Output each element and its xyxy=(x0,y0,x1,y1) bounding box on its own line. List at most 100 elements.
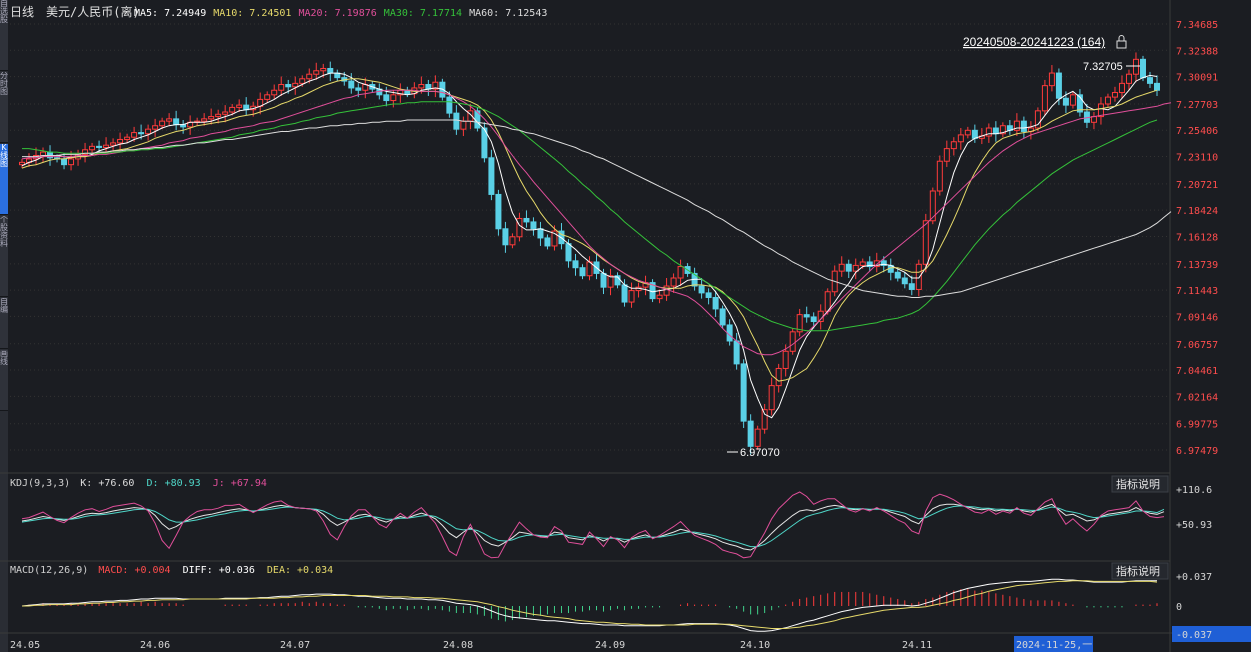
macd-help-label: 指标说明 xyxy=(1116,564,1160,578)
candle xyxy=(243,97,250,116)
candle xyxy=(1013,113,1020,137)
candle xyxy=(40,147,47,163)
price-tick: 7.34685 xyxy=(1176,20,1218,31)
ma-line-ma30 xyxy=(22,101,1158,332)
date-tick: 24.10 xyxy=(740,640,770,651)
kdj-k-value: +76.60 xyxy=(98,478,134,489)
macd-dea-value: +0.034 xyxy=(297,565,333,576)
candle xyxy=(173,110,180,131)
candle xyxy=(768,377,775,416)
candle xyxy=(152,118,159,138)
candle xyxy=(418,76,425,94)
price-tick: 7.27703 xyxy=(1176,100,1218,111)
candle xyxy=(292,76,299,95)
price-tick: 7.16128 xyxy=(1176,232,1218,243)
ma-legend: MA5: 7.24949 MA10: 7.24501 MA20: 7.19876 MA… xyxy=(134,8,547,19)
kdj-help-button[interactable]: 指标说明 xyxy=(1111,475,1169,493)
ma-legend-item: MA10: 7.24501 xyxy=(213,8,291,19)
ma-line-ma20 xyxy=(21,89,1172,356)
candle xyxy=(551,225,558,251)
candle xyxy=(446,91,453,118)
candle xyxy=(992,121,999,142)
candle xyxy=(635,282,642,298)
candle xyxy=(495,189,502,236)
candle xyxy=(572,253,579,276)
candle xyxy=(201,113,208,126)
macd-axis-low: -0.037 xyxy=(1176,630,1212,641)
candle xyxy=(747,414,754,455)
candle xyxy=(488,149,495,201)
candle xyxy=(943,140,950,167)
period-label: 日线 xyxy=(10,5,34,19)
macd-help-button[interactable]: 指标说明 xyxy=(1111,562,1169,580)
candle xyxy=(124,133,131,143)
macd-line-diff xyxy=(21,578,1157,632)
sidebar-tab-1[interactable]: 分时图 xyxy=(0,72,8,143)
price-tick: 7.09146 xyxy=(1176,312,1218,323)
candle xyxy=(1090,111,1097,130)
candle xyxy=(719,305,726,329)
kdj-d-label: D: xyxy=(146,478,158,489)
candle xyxy=(509,233,516,249)
candle xyxy=(432,75,439,98)
sidebar-tab-5[interactable]: 画线 xyxy=(0,350,8,411)
candle xyxy=(754,425,761,450)
candle xyxy=(348,73,355,94)
date-tick: 24.06 xyxy=(140,640,170,651)
candle xyxy=(1048,65,1055,92)
candle xyxy=(222,105,229,123)
macd-histogram xyxy=(28,589,1158,622)
candle xyxy=(733,332,740,370)
candle xyxy=(117,132,124,151)
candle xyxy=(481,122,488,163)
candle xyxy=(68,150,75,171)
price-axis: 7.34685 7.32388 7.30091 7.27703 7.25406 7.231… xyxy=(1176,20,1218,457)
candle xyxy=(516,212,523,242)
candle xyxy=(327,61,334,82)
candle xyxy=(208,108,215,125)
candle xyxy=(194,117,201,126)
candle xyxy=(782,344,789,377)
sidebar-tab-2[interactable]: K线图 xyxy=(0,144,8,215)
price-tick: 7.20721 xyxy=(1176,180,1218,191)
candle xyxy=(1104,93,1111,108)
candle xyxy=(166,113,173,126)
sidebar-tab-3[interactable]: 个股资料 xyxy=(0,216,8,297)
candle xyxy=(796,308,803,337)
price-tick: 7.23110 xyxy=(1176,153,1218,164)
macd-diff-label: DIFF: xyxy=(183,565,213,576)
candlesticks xyxy=(19,52,1160,455)
candle xyxy=(957,128,964,150)
candle xyxy=(677,259,684,287)
candle xyxy=(145,124,152,141)
candle xyxy=(866,256,873,272)
candle xyxy=(908,275,915,296)
candle xyxy=(1069,91,1076,109)
candle xyxy=(656,289,663,304)
candle xyxy=(159,117,166,130)
candle xyxy=(775,363,782,393)
macd-axis-high: +0.037 xyxy=(1176,572,1212,583)
candle xyxy=(82,142,89,163)
date-tick: 24.11 xyxy=(902,640,932,651)
candle xyxy=(313,62,320,80)
kdj-line-j xyxy=(21,491,1165,559)
candle xyxy=(964,126,971,139)
price-tick: 6.97479 xyxy=(1176,446,1218,457)
macd-diff-value: +0.036 xyxy=(219,565,255,576)
sidebar-tab-4[interactable]: 自编 xyxy=(0,298,8,349)
lock-icon[interactable] xyxy=(1116,35,1127,49)
sidebar-tab-0[interactable]: 自选股 xyxy=(0,0,8,71)
range-label[interactable]: 20240508-20241223 (164) xyxy=(963,35,1105,49)
price-tick: 7.06757 xyxy=(1176,340,1218,351)
candle xyxy=(726,319,733,346)
candle xyxy=(264,91,271,103)
candle xyxy=(1146,71,1153,88)
high-marker-label: 7.32705 xyxy=(1083,61,1123,73)
macd-axis-low-badge xyxy=(1172,626,1251,642)
candle xyxy=(1034,107,1041,132)
candle xyxy=(544,234,551,250)
kdj-header: KDJ(9,3,3) K: +76.60 D: +80.93 J: +67.94 xyxy=(10,478,267,489)
candle xyxy=(1111,86,1118,102)
